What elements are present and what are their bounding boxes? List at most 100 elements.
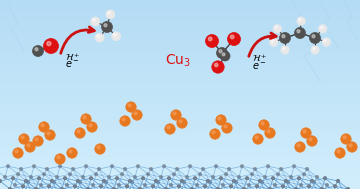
Circle shape [289,176,292,178]
Circle shape [349,144,352,147]
Circle shape [287,181,289,184]
Circle shape [173,112,176,115]
Circle shape [97,146,100,149]
Circle shape [27,181,30,184]
Circle shape [141,177,144,180]
Circle shape [251,173,253,176]
Circle shape [298,177,300,180]
Circle shape [347,188,350,189]
Circle shape [293,165,296,168]
Circle shape [97,35,100,37]
Circle shape [181,180,183,182]
Circle shape [21,136,24,139]
Circle shape [95,33,104,42]
Circle shape [280,168,282,170]
Circle shape [271,40,274,42]
Circle shape [53,181,55,184]
Circle shape [300,184,302,186]
Circle shape [39,122,49,132]
Circle shape [321,188,323,189]
Circle shape [224,125,227,128]
Circle shape [316,176,318,178]
Circle shape [303,173,305,176]
Circle shape [165,188,167,189]
Circle shape [310,33,320,43]
Circle shape [176,168,179,170]
Circle shape [4,176,6,178]
Circle shape [243,188,246,189]
Circle shape [19,168,22,170]
Circle shape [129,180,131,182]
Circle shape [216,115,226,125]
Circle shape [269,188,271,189]
Circle shape [222,53,225,56]
Circle shape [22,185,24,188]
Circle shape [102,22,112,33]
Circle shape [25,142,35,152]
Circle shape [30,176,32,178]
Circle shape [89,124,92,127]
Circle shape [165,124,175,134]
Circle shape [105,181,107,184]
Circle shape [64,177,66,180]
Circle shape [299,19,301,21]
Circle shape [67,148,77,158]
Circle shape [81,114,91,124]
Circle shape [312,35,315,38]
Circle shape [309,138,312,141]
Circle shape [15,150,18,153]
Circle shape [273,25,282,33]
Circle shape [120,116,130,126]
Circle shape [320,26,323,29]
Circle shape [111,165,113,168]
Circle shape [69,150,72,153]
Circle shape [59,165,62,168]
Circle shape [306,168,309,170]
Circle shape [83,116,86,119]
Circle shape [335,148,345,158]
Circle shape [218,117,221,120]
Circle shape [116,177,118,180]
Circle shape [279,33,291,43]
Circle shape [183,181,185,184]
Circle shape [106,10,115,19]
Circle shape [134,112,137,115]
Circle shape [90,177,93,180]
Circle shape [311,46,319,54]
Circle shape [271,177,274,180]
Circle shape [343,136,346,139]
Circle shape [282,185,284,188]
Circle shape [190,188,193,189]
Circle shape [139,188,141,189]
Circle shape [73,185,76,188]
Circle shape [35,138,38,141]
Circle shape [233,180,235,182]
Circle shape [152,185,154,188]
Circle shape [264,176,266,178]
Circle shape [41,124,44,127]
Circle shape [126,185,129,188]
Circle shape [215,63,218,67]
Circle shape [341,134,351,144]
Circle shape [312,181,315,184]
Circle shape [69,173,71,176]
Circle shape [122,118,125,121]
Circle shape [87,122,97,132]
Circle shape [51,180,53,182]
Circle shape [285,180,287,182]
Circle shape [14,184,17,186]
Circle shape [9,188,12,189]
Circle shape [202,168,204,170]
Circle shape [194,177,197,180]
Circle shape [12,177,14,180]
Circle shape [319,25,327,33]
Circle shape [177,118,187,128]
Circle shape [258,180,261,182]
Circle shape [294,188,297,189]
Circle shape [47,42,51,46]
Circle shape [131,181,134,184]
Circle shape [167,126,170,129]
Circle shape [325,184,328,186]
Circle shape [219,50,222,53]
Circle shape [98,168,100,170]
